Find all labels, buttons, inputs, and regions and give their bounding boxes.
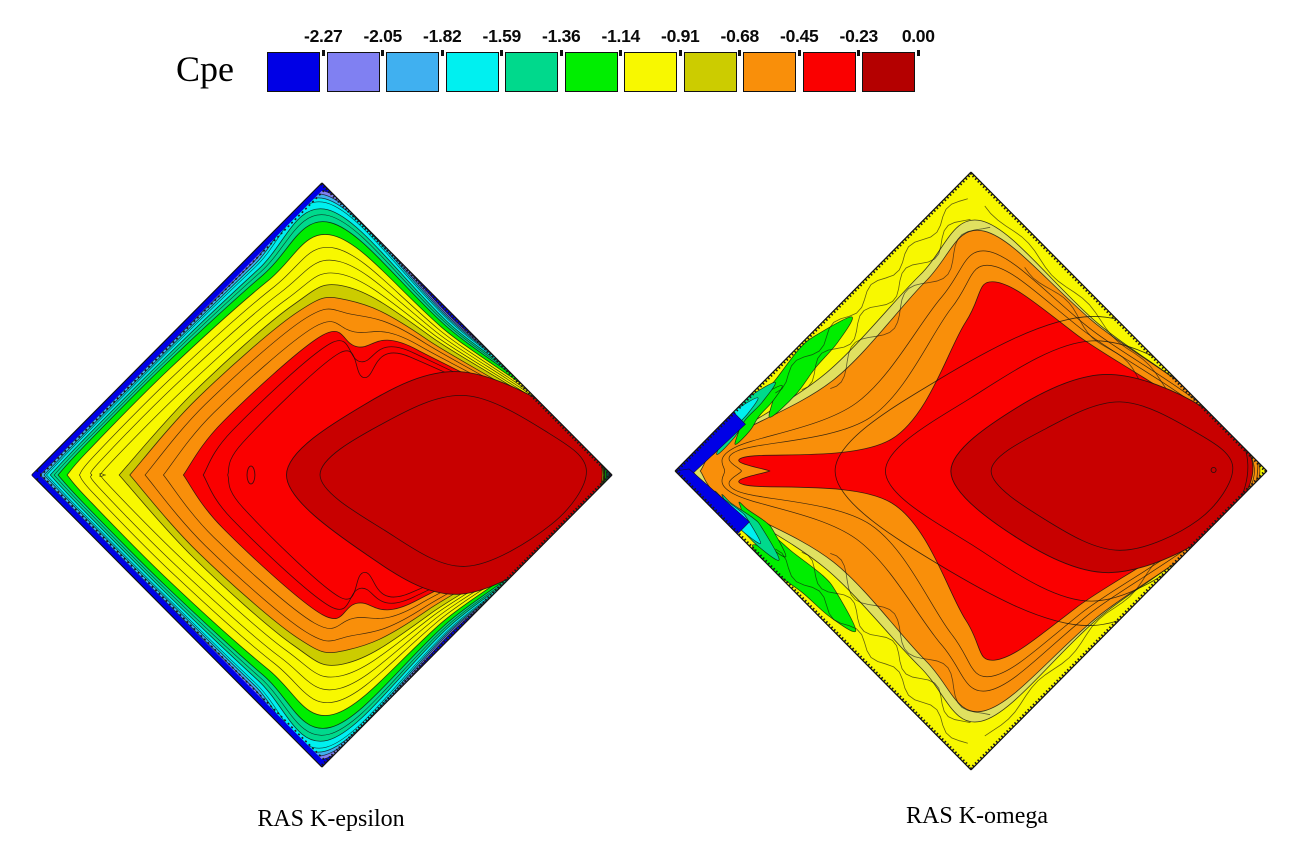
legend-tick-label: -0.68 xyxy=(720,26,760,46)
diamond-edge xyxy=(321,182,613,476)
plot-label-k-omega: RAS K-omega xyxy=(906,803,1048,829)
legend-swatch xyxy=(743,52,796,92)
legend-tick-mark xyxy=(381,50,385,56)
diamond-edge xyxy=(970,470,1268,771)
legend-tick-mark xyxy=(678,50,682,56)
legend-tick-mark xyxy=(738,50,742,56)
contour-plot-k-omega xyxy=(674,171,1268,771)
contour-line xyxy=(885,340,1249,602)
legend-tick-mark xyxy=(500,50,504,56)
legend-tick-mark xyxy=(619,50,623,56)
legend-tick-label: -2.27 xyxy=(304,26,343,46)
colorbar-title: Cpe xyxy=(176,49,234,89)
diamond-edge xyxy=(969,172,1267,473)
legend-tick-mark xyxy=(559,50,563,56)
legend-tick-mark xyxy=(321,50,325,56)
legend-tick-label: -1.14 xyxy=(601,26,641,46)
legend-swatch xyxy=(862,52,915,92)
legend-tick-mark xyxy=(857,50,861,56)
diamond-edge xyxy=(674,470,972,771)
diamond-edge xyxy=(321,474,613,768)
contour-line xyxy=(99,272,605,678)
diamond-edge xyxy=(675,469,973,770)
contour-line-wavy xyxy=(775,548,968,744)
contour-core xyxy=(950,373,1254,574)
diamond-edge xyxy=(675,172,973,473)
diamond-edge xyxy=(32,183,326,479)
legend-tick-label: 0.00 xyxy=(901,26,935,46)
contour-line-wavy xyxy=(830,552,991,716)
contour-line xyxy=(990,401,1234,551)
diamond-edge xyxy=(31,182,323,476)
legend-tick-label: -1.59 xyxy=(482,26,522,46)
contour-line xyxy=(53,214,608,736)
legend-tick-label: -1.82 xyxy=(423,26,462,46)
legend-swatch xyxy=(386,52,439,92)
diamond-edge xyxy=(970,171,1268,472)
contour-line-wavy xyxy=(801,218,971,391)
diamond-edge xyxy=(674,171,972,472)
legend-swatch xyxy=(624,52,677,92)
contour-line-wavy xyxy=(801,551,971,724)
contour-line-wavy xyxy=(830,226,991,390)
diamond-edge xyxy=(31,474,323,768)
legend-tick-label: -0.23 xyxy=(839,26,879,46)
legend-tick-label: -1.36 xyxy=(542,26,581,46)
contour-core xyxy=(286,371,603,595)
legend-swatch xyxy=(564,52,618,92)
legend-swatch xyxy=(505,52,558,92)
legend-swatch xyxy=(683,52,737,92)
contour-line-wavy xyxy=(775,198,968,394)
diamond-edge xyxy=(32,471,326,767)
contour-line xyxy=(721,250,1255,692)
legend-tick-label: -0.91 xyxy=(661,26,700,46)
extremum-contour-dot xyxy=(1210,466,1217,473)
legend-tick-mark xyxy=(797,50,801,56)
diamond-edge xyxy=(320,183,612,477)
plot-label-k-epsilon: RAS K-epsilon xyxy=(257,806,405,832)
diamond-edge xyxy=(36,469,328,763)
diamond-edge xyxy=(320,473,612,767)
diamond-edge xyxy=(969,469,1267,770)
legend-swatch xyxy=(267,52,320,92)
contour-line xyxy=(90,259,605,691)
legend-tick-mark xyxy=(916,50,920,56)
legend-tick-label: -0.45 xyxy=(780,26,819,46)
legend-tick-label: -2.05 xyxy=(363,26,403,46)
colorbar-tick-labels: -2.27 -2.05 -1.82 -1.59 -1.36 -1.14 -0.91 -0.68… xyxy=(0,26,1292,48)
legend-tick-mark xyxy=(440,50,444,56)
diamond-edge xyxy=(36,187,328,481)
contour-line xyxy=(319,395,587,567)
closed-contour-dot xyxy=(246,465,256,485)
contour-plot-k-epsilon xyxy=(31,182,613,768)
legend-swatch xyxy=(445,52,499,92)
legend-swatch xyxy=(802,52,856,92)
legend-swatch xyxy=(326,52,380,92)
colorbar-swatches xyxy=(267,52,922,92)
contour-line xyxy=(46,201,609,749)
